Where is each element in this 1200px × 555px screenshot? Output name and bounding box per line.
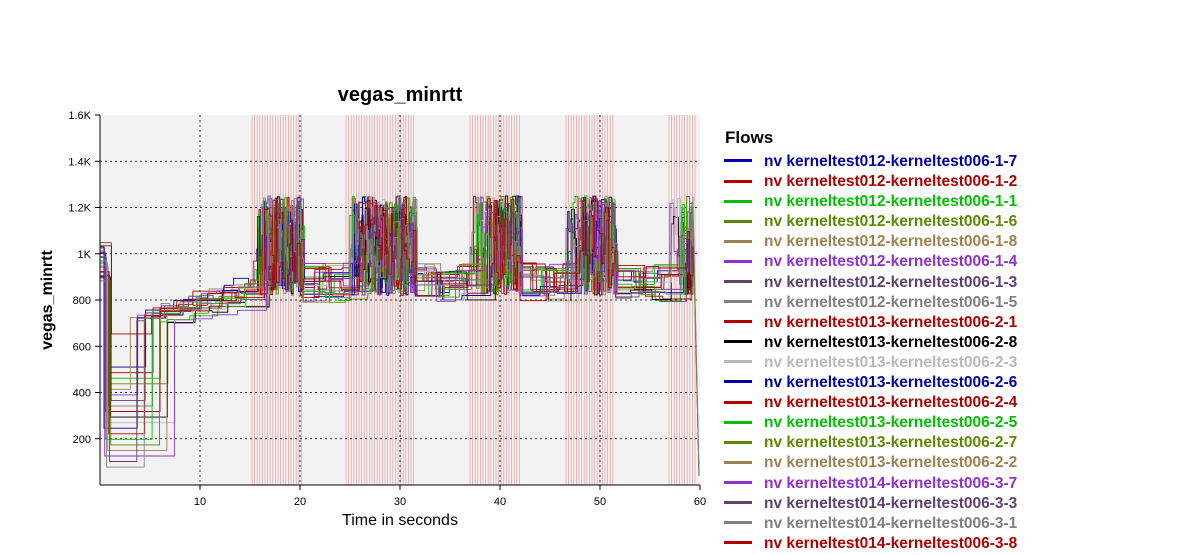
legend-swatch — [724, 340, 752, 344]
legend-swatch — [724, 460, 752, 464]
y-tick-label: 200 — [73, 434, 91, 446]
legend-label: nv kerneltest013-kerneltest006-2-6 — [764, 374, 1018, 392]
legend-swatch — [724, 320, 752, 324]
legend-swatch — [724, 360, 752, 364]
x-tick-label: 50 — [594, 496, 606, 508]
legend-label: nv kerneltest014-kerneltest006-3-3 — [764, 494, 1018, 512]
chart-title: vegas_minrtt — [338, 84, 463, 106]
legend-swatch — [724, 179, 752, 183]
legend-item: nv kerneltest012-kerneltest006-1-6 — [724, 212, 1017, 232]
legend-item: nv kerneltest013-kerneltest006-2-3 — [724, 353, 1017, 373]
legend-label: nv kerneltest013-kerneltest006-2-3 — [764, 353, 1018, 371]
y-tick-label: 1.2K — [68, 203, 91, 215]
plot-area: 10 20 30 40 50 60 200 400 600 800 1K 1.2K 1.4K 1.6K — [68, 110, 706, 508]
legend-swatch — [724, 521, 752, 525]
legend-item: nv kerneltest014-kerneltest006-3-3 — [724, 494, 1017, 514]
legend-item: nv kerneltest013-kerneltest006-2-8 — [724, 333, 1017, 353]
legend-item: nv kerneltest014-kerneltest006-3-1 — [724, 514, 1017, 534]
legend-label: nv kerneltest013-kerneltest006-2-8 — [764, 333, 1018, 351]
legend-swatch — [724, 420, 752, 424]
legend-label: nv kerneltest012-kerneltest006-1-4 — [764, 253, 1018, 271]
y-tick-label: 1.6K — [68, 110, 91, 122]
y-tick-label: 400 — [73, 388, 91, 400]
legend-label: nv kerneltest012-kerneltest006-1-1 — [764, 193, 1018, 211]
y-tick-label: 1K — [78, 249, 92, 261]
legend-swatch — [724, 279, 752, 283]
legend-item: nv kerneltest013-kerneltest006-2-7 — [724, 433, 1017, 453]
legend-label: nv kerneltest014-kerneltest006-3-8 — [764, 534, 1018, 552]
legend-label: nv kerneltest014-kerneltest006-3-7 — [764, 474, 1018, 492]
legend-label: nv kerneltest012-kerneltest006-1-8 — [764, 233, 1018, 251]
legend-title: Flows — [725, 128, 774, 147]
legend-item: nv kerneltest012-kerneltest006-1-5 — [724, 293, 1017, 313]
legend-label: nv kerneltest013-kerneltest006-2-7 — [764, 434, 1018, 452]
x-tick-label: 30 — [394, 496, 406, 508]
legend-swatch — [724, 380, 752, 384]
x-tick-label: 60 — [694, 496, 706, 508]
legend-swatch — [724, 400, 752, 404]
legend-items: nv kerneltest012-kerneltest006-1-7 nv ker… — [724, 152, 1017, 554]
legend-label: nv kerneltest013-kerneltest006-2-1 — [764, 313, 1018, 331]
legend-label: nv kerneltest012-kerneltest006-1-3 — [764, 273, 1018, 291]
legend-swatch — [724, 199, 752, 203]
y-axis-label: vegas_minrtt — [39, 250, 56, 350]
legend-swatch — [724, 159, 752, 163]
legend-item: nv kerneltest013-kerneltest006-2-4 — [724, 393, 1017, 413]
legend-swatch — [724, 300, 752, 304]
x-tick-label: 40 — [494, 496, 506, 508]
legend-label: nv kerneltest013-kerneltest006-2-5 — [764, 414, 1018, 432]
legend-item: nv kerneltest014-kerneltest006-3-8 — [724, 534, 1017, 554]
legend-label: nv kerneltest013-kerneltest006-2-4 — [764, 394, 1018, 412]
series-line — [100, 196, 694, 335]
legend-item: nv kerneltest012-kerneltest006-1-1 — [724, 192, 1017, 212]
legend-swatch — [724, 239, 752, 243]
legend-label: nv kerneltest012-kerneltest006-1-6 — [764, 213, 1018, 231]
legend-item: nv kerneltest012-kerneltest006-1-4 — [724, 252, 1017, 272]
legend-label: nv kerneltest012-kerneltest006-1-2 — [764, 173, 1018, 191]
y-tick-label: 800 — [73, 295, 91, 307]
legend-swatch — [724, 440, 752, 444]
series-line — [100, 195, 694, 462]
legend-swatch — [724, 259, 752, 263]
legend-label: nv kerneltest014-kerneltest006-3-1 — [764, 514, 1018, 532]
legend-item: nv kerneltest012-kerneltest006-1-7 — [724, 152, 1017, 172]
legend-item: nv kerneltest012-kerneltest006-1-8 — [724, 232, 1017, 252]
x-tick-label: 10 — [194, 496, 206, 508]
legend: Flows nv kerneltest012-kerneltest006-1-7… — [724, 128, 1017, 554]
legend-item: nv kerneltest013-kerneltest006-2-2 — [724, 453, 1017, 473]
legend-swatch — [724, 480, 752, 484]
legend-item: nv kerneltest014-kerneltest006-3-7 — [724, 474, 1017, 494]
x-tick-label: 20 — [294, 496, 306, 508]
legend-label: nv kerneltest012-kerneltest006-1-5 — [764, 293, 1018, 311]
legend-item: nv kerneltest013-kerneltest006-2-6 — [724, 373, 1017, 393]
legend-item: nv kerneltest013-kerneltest006-2-1 — [724, 313, 1017, 333]
legend-item: nv kerneltest013-kerneltest006-2-5 — [724, 413, 1017, 433]
y-tick-label: 1.4K — [68, 156, 91, 168]
legend-swatch — [724, 219, 752, 223]
legend-label: nv kerneltest013-kerneltest006-2-2 — [764, 454, 1018, 472]
legend-label: nv kerneltest012-kerneltest006-1-7 — [764, 153, 1018, 170]
legend-item: nv kerneltest012-kerneltest006-1-2 — [724, 172, 1017, 192]
x-axis-label: Time in seconds — [342, 512, 458, 529]
legend-swatch — [724, 541, 752, 545]
legend-swatch — [724, 501, 752, 504]
legend-item: nv kerneltest012-kerneltest006-1-3 — [724, 273, 1017, 293]
y-tick-label: 600 — [73, 341, 91, 353]
